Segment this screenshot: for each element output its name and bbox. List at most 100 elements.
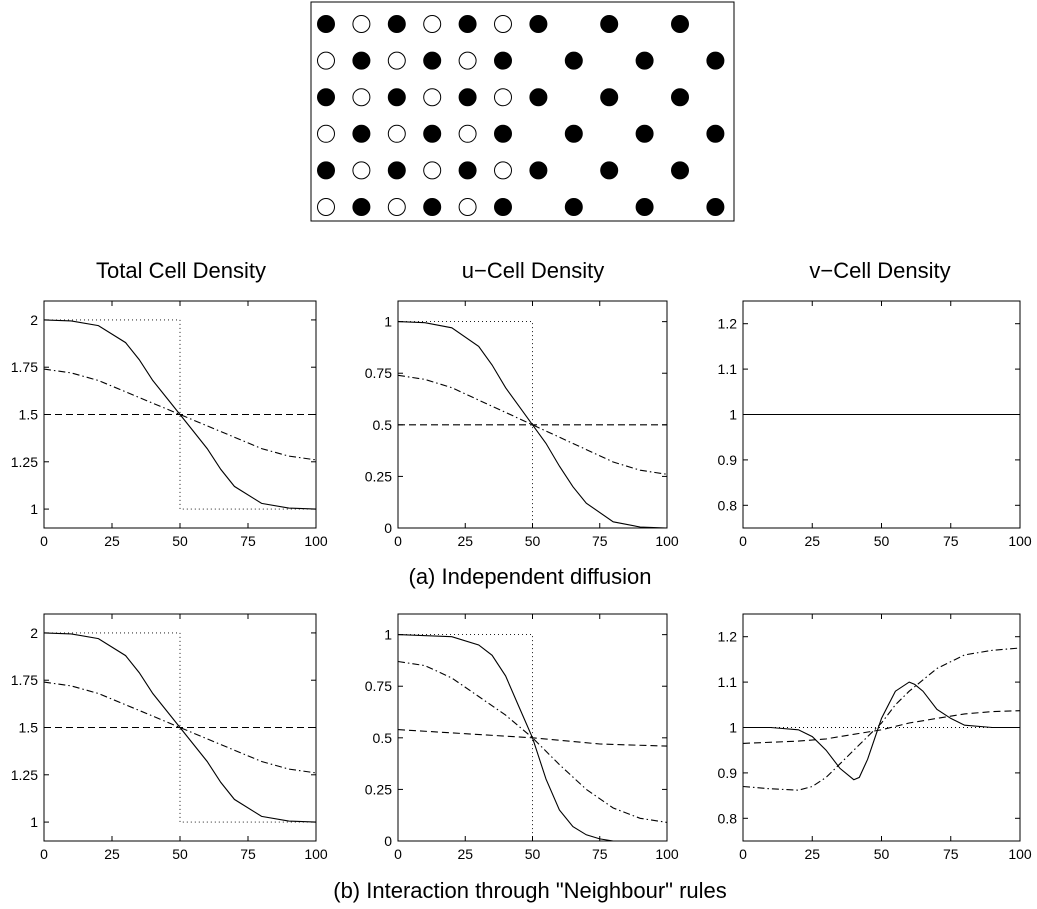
lattice-cell-filled xyxy=(317,88,335,107)
series-line-dashdot xyxy=(397,374,668,475)
lattice-cell-empty xyxy=(423,161,442,180)
x-tick-label: 100 xyxy=(304,846,328,862)
lattice-cell-filled xyxy=(423,51,442,70)
y-tick-label: 0.5 xyxy=(373,417,393,433)
lattice-cell-filled xyxy=(458,161,477,180)
series-line-solid xyxy=(743,681,1020,781)
lattice-cell-empty xyxy=(494,88,512,107)
panel-a-v-density: 0 25 50 75 100 0.8 0.9 1 1.1 1.2 xyxy=(718,300,1032,549)
lattice-cell-filled xyxy=(352,124,371,143)
lattice-cell-filled xyxy=(671,15,689,33)
lattice-cell-filled xyxy=(671,88,689,107)
y-tick-label: 2 xyxy=(30,625,38,641)
lattice-cell-filled xyxy=(423,198,442,216)
y-tick-label: 1.5 xyxy=(19,720,39,736)
series-line-dashed xyxy=(397,729,668,747)
lattice-cell-filled xyxy=(600,161,619,180)
caption-a: (a) Independent diffusion xyxy=(409,564,652,589)
lattice-cell-empty xyxy=(352,161,371,180)
y-tick-label: 0.25 xyxy=(365,468,392,484)
lattice-cell-filled xyxy=(564,124,583,143)
lattice-cell-filled xyxy=(564,51,583,70)
series-line-dashdot xyxy=(742,647,1021,791)
series-line-dashdot xyxy=(43,368,317,461)
y-tick-label: 1.25 xyxy=(11,767,38,783)
y-tick-label: 1.25 xyxy=(11,454,38,470)
lattice-cell-empty xyxy=(458,124,477,143)
lattice-cell-filled xyxy=(387,161,406,180)
x-tick-label: 0 xyxy=(40,846,48,862)
lattice-cell-empty xyxy=(387,198,406,216)
lattice-cell-filled xyxy=(706,198,725,216)
y-tick-label: 1.1 xyxy=(718,674,738,690)
lattice-cell-empty xyxy=(423,88,442,107)
series-line-dashed xyxy=(742,710,1021,744)
lattice-cell-filled xyxy=(494,51,512,70)
x-tick-label: 25 xyxy=(804,533,820,549)
x-tick-label: 75 xyxy=(943,533,959,549)
x-tick-label: 25 xyxy=(104,533,120,549)
lattice-cell-filled xyxy=(635,198,654,216)
lattice-cell-filled xyxy=(317,161,335,180)
x-tick-label: 100 xyxy=(655,846,679,862)
y-tick-label: 1 xyxy=(384,314,392,330)
lattice-cell-filled xyxy=(600,15,619,33)
y-tick-label: 1.5 xyxy=(19,407,39,423)
x-tick-label: 75 xyxy=(592,846,608,862)
lattice-frame xyxy=(310,1,735,222)
y-tick-label: 0.9 xyxy=(718,765,738,781)
axes-box xyxy=(397,613,668,842)
lattice-cell-empty xyxy=(352,88,371,107)
column-title-total: Total Cell Density xyxy=(96,258,266,283)
y-tick-label: 0.25 xyxy=(365,781,392,797)
lattice-cell-filled xyxy=(494,124,512,143)
x-tick-label: 0 xyxy=(739,846,747,862)
y-tick-label: 1.75 xyxy=(11,672,38,688)
lattice-cell-filled xyxy=(352,198,371,216)
lattice-cell-filled xyxy=(494,198,512,216)
lattice-cell-filled xyxy=(529,88,548,107)
lattice-cell-empty xyxy=(317,51,335,70)
lattice-cell-filled xyxy=(635,51,654,70)
panel-a-total-density: 0 25 50 75 100 1 1.25 1.5 1.75 2 xyxy=(11,300,328,549)
lattice-cell-empty xyxy=(423,15,442,33)
lattice-cell-empty xyxy=(317,124,335,143)
lattice-cell-filled xyxy=(706,51,725,70)
lattice-diagram xyxy=(310,1,735,222)
lattice-cell-filled xyxy=(529,161,548,180)
x-tick-label: 50 xyxy=(525,533,541,549)
series-line-dotted xyxy=(44,632,316,823)
y-tick-label: 1 xyxy=(30,501,38,517)
lattice-cell-empty xyxy=(387,124,406,143)
lattice-cell-filled xyxy=(564,198,583,216)
lattice-cell-filled xyxy=(706,124,725,143)
x-tick-label: 100 xyxy=(304,533,328,549)
lattice-cell-filled xyxy=(458,88,477,107)
x-tick-label: 50 xyxy=(172,846,188,862)
x-tick-label: 75 xyxy=(240,846,256,862)
panel-b-v-density: 0 25 50 75 100 0.8 0.9 1 1.1 1.2 xyxy=(718,613,1032,862)
y-tick-label: 0 xyxy=(384,833,392,849)
x-tick-label: 75 xyxy=(943,846,959,862)
lattice-cell-filled xyxy=(635,124,654,143)
y-tick-label: 0.5 xyxy=(373,730,393,746)
x-tick-label: 75 xyxy=(240,533,256,549)
x-tick-label: 25 xyxy=(104,846,120,862)
lattice-cell-filled xyxy=(317,15,335,33)
x-tick-label: 50 xyxy=(874,533,890,549)
lattice-cell-empty xyxy=(458,51,477,70)
lattice-cell-filled xyxy=(671,161,689,180)
x-tick-label: 75 xyxy=(592,533,608,549)
y-tick-label: 0.75 xyxy=(365,365,392,381)
x-tick-label: 25 xyxy=(804,846,820,862)
panel-a-u-density: 0 25 50 75 100 0 0.25 0.5 0.75 1 xyxy=(365,300,679,549)
lattice-cell-filled xyxy=(600,88,619,107)
y-tick-label: 1.2 xyxy=(718,316,738,332)
x-tick-label: 50 xyxy=(525,846,541,862)
y-tick-label: 1 xyxy=(729,720,737,736)
lattice-cell-empty xyxy=(352,15,371,33)
y-tick-label: 0.75 xyxy=(365,678,392,694)
y-tick-label: 1.2 xyxy=(718,629,738,645)
x-tick-label: 0 xyxy=(739,533,747,549)
